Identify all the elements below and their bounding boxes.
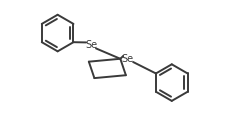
Text: Se: Se [85, 40, 97, 50]
Text: Se: Se [121, 54, 133, 64]
